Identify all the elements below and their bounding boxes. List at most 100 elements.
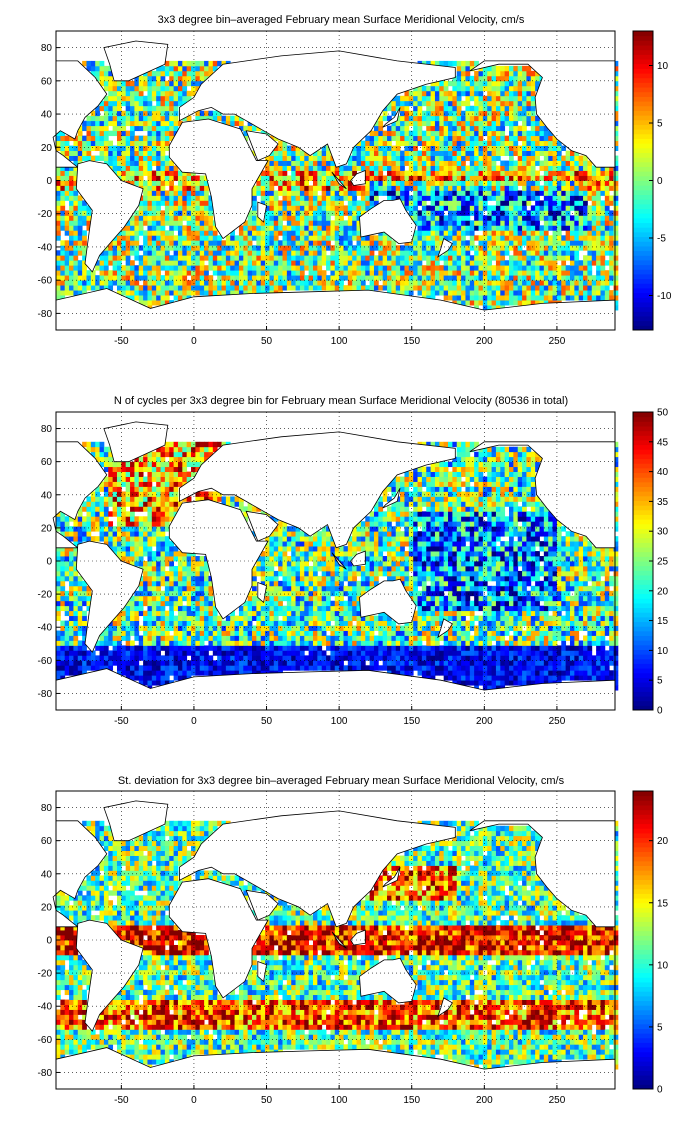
heatmap-cell (283, 161, 288, 166)
heatmap-cell (374, 185, 379, 190)
heatmap-cell (343, 220, 348, 225)
heatmap-cell (474, 141, 479, 146)
heatmap-cell (531, 166, 536, 171)
heatmap-cell (339, 245, 344, 250)
heatmap-cell (69, 250, 74, 255)
heatmap-cell (479, 126, 484, 131)
heatmap-cell (365, 171, 370, 176)
heatmap-cell (200, 265, 205, 270)
heatmap-cell (531, 91, 536, 96)
heatmap-cell (496, 200, 501, 205)
heatmap-cell (60, 640, 65, 645)
heatmap-cell (165, 285, 170, 290)
colorbar-segment (633, 162, 653, 167)
heatmap-cell (230, 285, 235, 290)
heatmap-cell (465, 116, 470, 121)
heatmap-cell (487, 275, 492, 280)
heatmap-cell (65, 636, 70, 641)
heatmap-cell (335, 260, 340, 265)
heatmap-cell (126, 176, 131, 181)
heatmap-cell (461, 121, 466, 126)
heatmap-cell (56, 230, 61, 235)
heatmap-cell (213, 260, 218, 265)
heatmap-cell (535, 146, 540, 151)
heatmap-cell (561, 280, 566, 285)
heatmap-cell (226, 260, 231, 265)
heatmap-cell (596, 260, 601, 265)
heatmap-cell (544, 190, 549, 195)
heatmap-cell (600, 250, 605, 255)
heatmap-cell (605, 181, 610, 186)
heatmap-cell (278, 275, 283, 280)
heatmap-cell (553, 250, 558, 255)
heatmap-cell (143, 220, 148, 225)
heatmap-cell (309, 265, 314, 270)
heatmap-cell (65, 611, 70, 616)
heatmap-cell (322, 156, 327, 161)
heatmap-cell (513, 255, 518, 260)
heatmap-cell (82, 146, 87, 151)
heatmap-cell (248, 245, 253, 250)
heatmap-cell (505, 200, 510, 205)
heatmap-cell (522, 141, 527, 146)
heatmap-cell (86, 650, 91, 655)
heatmap-cell (291, 195, 296, 200)
heatmap-cell (492, 275, 497, 280)
heatmap-cell (139, 101, 144, 106)
heatmap-cell (378, 176, 383, 181)
heatmap-cell (187, 290, 192, 295)
heatmap-cell (126, 275, 131, 280)
heatmap-cell (296, 156, 301, 161)
heatmap-cell (121, 250, 126, 255)
heatmap-cell (222, 245, 227, 250)
heatmap-cell (147, 185, 152, 190)
heatmap-cell (174, 235, 179, 240)
heatmap-cell (56, 250, 61, 255)
heatmap-cell (296, 270, 301, 275)
heatmap-cell (513, 285, 518, 290)
heatmap-cell (60, 255, 65, 260)
heatmap-cell (204, 66, 209, 71)
heatmap-cell (156, 176, 161, 181)
heatmap-cell (339, 280, 344, 285)
heatmap-cell (156, 245, 161, 250)
heatmap-cell (208, 290, 213, 295)
heatmap-cell (605, 235, 610, 240)
heatmap-cell (108, 86, 113, 91)
heatmap-cell (65, 245, 70, 250)
heatmap-cell (86, 121, 91, 126)
heatmap-cell (357, 275, 362, 280)
heatmap-cell (187, 265, 192, 270)
heatmap-cell (566, 176, 571, 181)
heatmap-cell (60, 146, 65, 151)
heatmap-cell (100, 521, 105, 526)
heatmap-cell (204, 250, 209, 255)
heatmap-cell (387, 245, 392, 250)
heatmap-cell (540, 285, 545, 290)
heatmap-cell (104, 141, 109, 146)
heatmap-cell (283, 156, 288, 161)
heatmap-cell (452, 91, 457, 96)
heatmap-cell (513, 66, 518, 71)
heatmap-cell (100, 496, 105, 501)
heatmap-cell (296, 161, 301, 166)
heatmap-cell (605, 176, 610, 181)
heatmap-cell (143, 675, 148, 680)
heatmap-cell (505, 86, 510, 91)
heatmap-cell (483, 250, 488, 255)
heatmap-cell (370, 146, 375, 151)
heatmap-cell (113, 501, 118, 506)
heatmap-cell (448, 111, 453, 116)
heatmap-cell (243, 285, 248, 290)
heatmap-cell (361, 255, 366, 260)
heatmap-cell (614, 230, 619, 235)
heatmap-cell (439, 166, 444, 171)
heatmap-cell (526, 86, 531, 91)
heatmap-cell (483, 126, 488, 131)
heatmap-cell (391, 245, 396, 250)
heatmap-cell (65, 660, 70, 665)
heatmap-cell (313, 245, 318, 250)
heatmap-cell (121, 655, 126, 660)
heatmap-cell (544, 235, 549, 240)
heatmap-cell (91, 496, 96, 501)
